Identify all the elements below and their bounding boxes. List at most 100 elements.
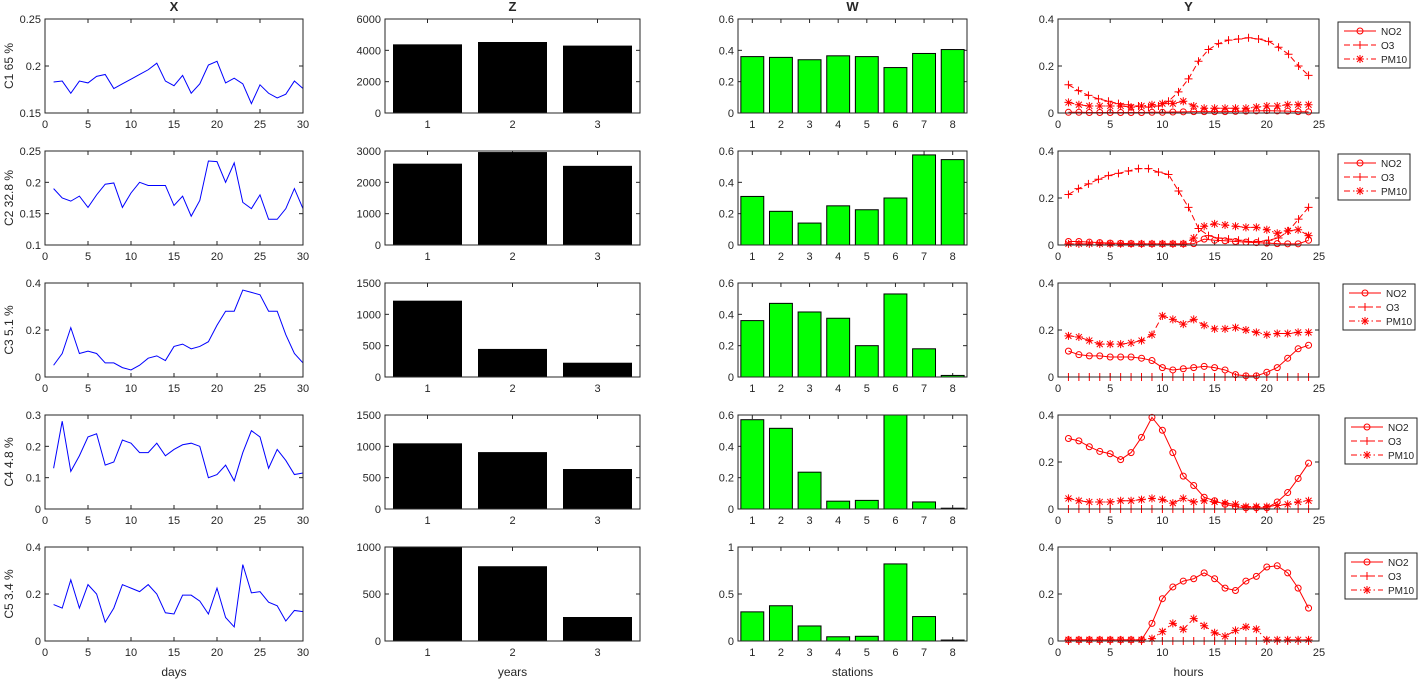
bar	[912, 52, 937, 114]
bar	[826, 55, 851, 114]
axes-box	[44, 414, 304, 510]
marker-no2	[1200, 362, 1208, 370]
bar	[854, 345, 879, 378]
x-tick-label: 30	[297, 119, 309, 131]
legend-y-c4: NO2 O3 PM10	[1344, 417, 1418, 465]
y-tick-label: 0.2	[1039, 325, 1054, 337]
panel-x-c5: 0 0.2 0.4 0 5 10 15 20 25 30 C5 3.4 %	[2, 542, 309, 659]
row-label: C3 5.1 %	[2, 305, 16, 355]
panel-z-c5: 0 500 1000 1 2 3	[357, 542, 641, 659]
x-tick-label: 0	[1055, 647, 1061, 659]
x-tick-label: 7	[921, 647, 927, 659]
marker-pm10	[1106, 497, 1115, 506]
x-tick-label: 5	[864, 251, 870, 263]
x-tick-label: 10	[1156, 647, 1168, 659]
panel-x-c3: 0 0.2 0.4 0 5 10 15 20 25 30 C3 5.1 %	[2, 278, 309, 395]
bar	[740, 320, 765, 378]
y-tick-label: 0.4	[719, 177, 734, 189]
marker-no2	[1242, 577, 1250, 585]
y-tick-label: 0	[1048, 240, 1054, 252]
marker-no2	[1273, 562, 1281, 570]
axes-box	[384, 414, 641, 510]
y-tick-label: 0	[375, 636, 381, 648]
marker-pm10	[1127, 635, 1136, 644]
bar	[563, 165, 632, 246]
x-tick-label: 15	[168, 647, 180, 659]
marker-no2	[1085, 352, 1093, 360]
marker-o3	[1244, 237, 1253, 246]
marker-o3	[1254, 237, 1263, 246]
bar	[797, 625, 822, 642]
marker-pm10	[1116, 635, 1125, 644]
bar	[826, 205, 851, 246]
marker-o3	[1074, 184, 1083, 193]
y-tick-label: 0.4	[1039, 146, 1054, 158]
x-tick-label: 6	[892, 251, 898, 263]
marker-pm10	[1231, 500, 1240, 509]
x-tick-label: 2	[778, 119, 784, 131]
y-tick-label: 0.3	[26, 410, 41, 422]
y-tick-label: 1	[728, 542, 734, 554]
marker-pm10	[1137, 101, 1146, 110]
y-tick-label: 500	[363, 341, 381, 353]
bar	[854, 499, 879, 510]
marker-o3	[1274, 233, 1283, 242]
panel-z-c3: 0 500 1000 1500 1 2 3	[357, 278, 641, 395]
marker-no2	[1221, 366, 1229, 374]
x-tick-label: 5	[85, 251, 91, 263]
bar	[912, 501, 937, 510]
y-tick-label: 1500	[357, 278, 381, 290]
marker-o3	[1234, 34, 1243, 43]
y-tick-label: 0	[1048, 108, 1054, 120]
marker-pm10	[1189, 233, 1198, 242]
y-tick-label: 0.4	[719, 441, 734, 453]
marker-pm10	[1294, 225, 1303, 234]
marker-no2	[1148, 108, 1156, 116]
x-tick-label: 8	[950, 647, 956, 659]
x-tick-label: 15	[168, 251, 180, 263]
marker-no2	[1252, 239, 1260, 247]
y-tick-label: 0.6	[719, 146, 734, 158]
x-tick-label: 20	[211, 119, 223, 131]
marker-no2	[1169, 449, 1177, 457]
x-axis-label-years: years	[498, 665, 527, 679]
marker-o3	[1224, 36, 1233, 45]
marker-pm10	[1273, 501, 1282, 510]
marker-pm10	[1294, 328, 1303, 337]
marker-o3	[1084, 91, 1093, 100]
marker-pm10	[1241, 223, 1250, 232]
marker-pm10	[1231, 222, 1240, 231]
x-tick-label: 2	[778, 515, 784, 527]
bar	[940, 159, 965, 246]
y-tick-label: 0.4	[26, 542, 41, 554]
y-tick-label: 0.25	[20, 14, 41, 26]
bar	[797, 311, 822, 378]
plot-area	[45, 415, 303, 509]
bar	[478, 566, 547, 642]
y-tick-label: 0.2	[1039, 193, 1054, 205]
data-line	[53, 289, 304, 371]
y-tick-label: 0	[375, 108, 381, 120]
marker-pm10	[1147, 634, 1156, 643]
x-tick-label: 3	[594, 119, 600, 131]
marker-no2	[1294, 345, 1302, 353]
marker-pm10	[1304, 231, 1313, 240]
row-label: C4 4.8 %	[2, 437, 16, 487]
x-tick-label: 25	[1313, 647, 1325, 659]
axes-box	[384, 150, 641, 246]
marker-pm10	[1283, 329, 1292, 338]
y-tick-label: 0.4	[26, 278, 41, 290]
legend-marker-no2	[1361, 289, 1369, 297]
x-tick-label: 30	[297, 647, 309, 659]
marker-pm10	[1179, 494, 1188, 503]
bar	[940, 49, 965, 114]
legend-marker-no2	[1356, 27, 1364, 35]
x-tick-label: 20	[1261, 119, 1273, 131]
marker-pm10	[1221, 632, 1230, 641]
y-tick-label: 0.15	[20, 108, 41, 120]
x-tick-label: 2	[778, 251, 784, 263]
panel-y-c3: 0 0.2 0.4 0 5 10 15 20 25	[1039, 278, 1325, 395]
marker-o3	[1084, 179, 1093, 188]
bar	[393, 300, 462, 378]
marker-pm10	[1085, 239, 1094, 248]
